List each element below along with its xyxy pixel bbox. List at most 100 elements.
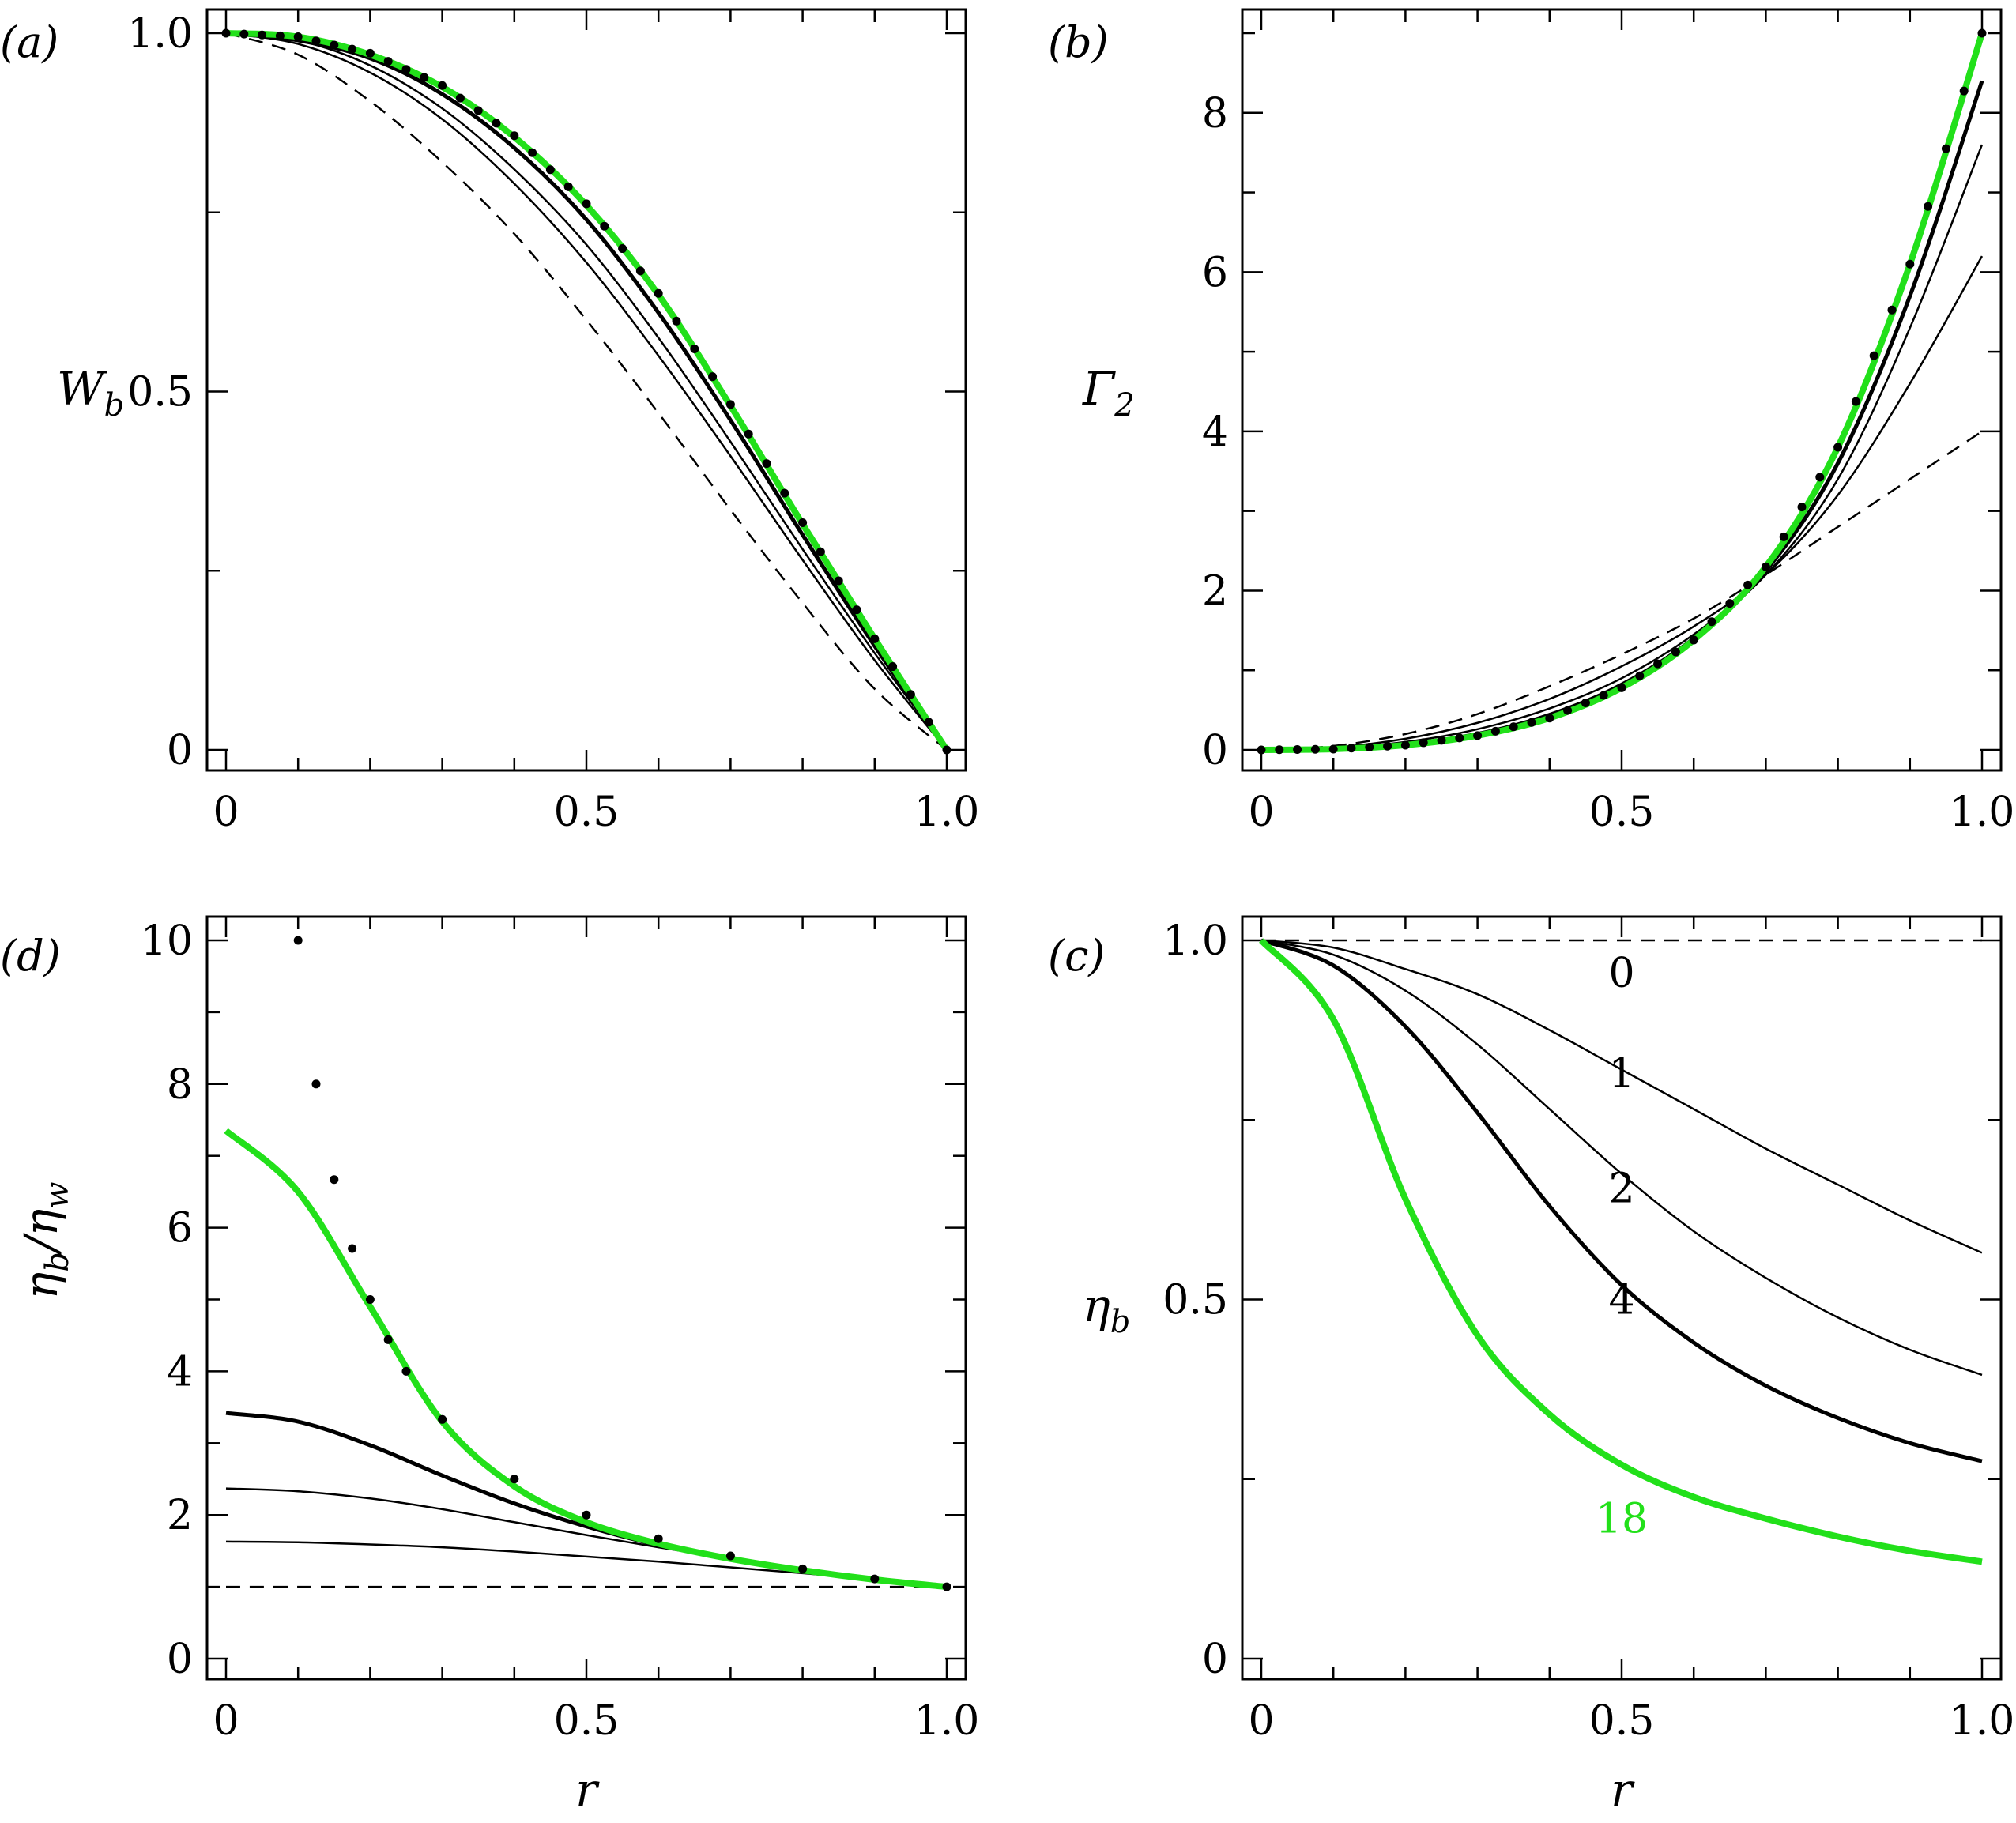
x-tick-label: 0.5	[1589, 789, 1655, 836]
data-point	[348, 44, 357, 54]
data-point	[1328, 744, 1338, 754]
data-point	[888, 662, 898, 672]
data-point	[455, 93, 465, 103]
data-point	[1725, 599, 1735, 608]
data-point	[1400, 740, 1410, 750]
data-point	[635, 266, 645, 276]
x-tick-label: 0	[213, 1697, 239, 1745]
data-point	[1707, 617, 1716, 627]
data-point	[545, 165, 555, 175]
data-point	[1653, 659, 1663, 669]
axes-frame	[205, 915, 967, 1681]
data-point	[582, 199, 591, 209]
data-point	[1743, 580, 1753, 589]
data-point	[1383, 741, 1392, 751]
data-point	[834, 576, 843, 586]
y-axis-label: ηb/ηw	[14, 1182, 76, 1300]
data-point	[365, 48, 375, 58]
data-point	[275, 31, 285, 40]
y-tick-label: 2	[1202, 567, 1228, 615]
data-point	[780, 488, 789, 498]
data-point	[311, 1079, 321, 1089]
data-point	[1581, 699, 1590, 708]
data-point	[1635, 671, 1645, 680]
data-point	[1959, 86, 1969, 96]
data-point	[563, 182, 573, 191]
y-tick-label: 1.0	[1162, 917, 1228, 965]
data-point	[330, 40, 339, 50]
data-point	[258, 30, 267, 40]
x-tick-label: 0	[213, 789, 239, 836]
series-line-dashed	[1260, 430, 1983, 751]
data-point	[1509, 722, 1518, 732]
y-tick-label: 0	[1202, 727, 1228, 774]
data-point	[744, 429, 753, 439]
y-tick-label: 8	[1202, 90, 1228, 137]
data-point	[221, 28, 231, 38]
data-point	[870, 1574, 880, 1584]
series-line-green	[224, 1128, 948, 1591]
series-line-thin	[1260, 255, 1984, 751]
data-point	[924, 718, 933, 727]
x-tick-label: 1.0	[1950, 789, 2015, 836]
series-line-thin	[1260, 144, 1984, 751]
panel-a: (a) 0 0.5 1.0 0 0.5 1.0 Wb	[0, 8, 979, 836]
data-point	[1689, 635, 1698, 645]
y-tick-label: 6	[1202, 249, 1228, 296]
data-point	[798, 518, 808, 527]
data-point	[708, 372, 718, 382]
data-point	[330, 1175, 339, 1185]
y-tick-label: 0.5	[1162, 1277, 1228, 1324]
data-point	[1797, 503, 1807, 512]
data-point	[1545, 714, 1554, 723]
series-line-green	[225, 30, 950, 752]
y-tick-label: 10	[141, 917, 193, 965]
data-point	[852, 605, 861, 615]
series-line-thick	[225, 31, 949, 751]
data-point	[1905, 259, 1915, 269]
series-line-thick	[1260, 938, 1983, 1463]
panel-b: (b) 0 2 4 6 8 0 0.5 1.0 Γ2	[1048, 8, 2015, 836]
x-tick-label: 0.5	[554, 1697, 620, 1745]
data-point	[383, 57, 393, 66]
axes-frame	[1241, 8, 2003, 772]
curve-annotation: 2	[1608, 1166, 1634, 1213]
data-point	[1347, 744, 1356, 753]
data-point	[1977, 28, 1987, 38]
data-point	[672, 316, 681, 326]
data-point	[1455, 733, 1464, 743]
x-tick-label: 1.0	[914, 1697, 980, 1745]
x-tick-label: 0.5	[1589, 1697, 1655, 1745]
data-point	[600, 221, 609, 231]
panel-label: (b)	[1048, 17, 1109, 67]
x-tick-label: 0	[1248, 789, 1274, 836]
axes-frame	[205, 8, 967, 772]
data-point	[942, 1582, 951, 1591]
panel-label: (c)	[1048, 931, 1105, 981]
data-point	[798, 1564, 808, 1573]
data-point	[510, 131, 519, 141]
data-point	[1257, 745, 1266, 755]
data-point	[438, 1414, 447, 1424]
panel-label: (a)	[0, 17, 58, 67]
panel-d: (d) 0 2 4 6 8 10 0 0.5 1.0 ηb/ηw r	[0, 915, 980, 1817]
panel-c: (c) 0 0.5 1.0 0 0.5 1.0 ηb r 0 1 2 4 18	[1048, 915, 2015, 1817]
data-point	[1275, 745, 1284, 755]
data-point	[1887, 305, 1897, 315]
data-point	[582, 1510, 591, 1520]
x-tick-label: 1.0	[1950, 1697, 2015, 1745]
y-tick-label: 4	[167, 1348, 193, 1395]
data-point	[1473, 731, 1483, 740]
x-tick-label: 0	[1248, 1697, 1274, 1745]
data-point	[870, 634, 880, 643]
data-point	[1924, 202, 1933, 211]
y-tick-label: 6	[167, 1205, 193, 1252]
y-tick-label: 0.5	[127, 369, 193, 416]
data-point	[690, 345, 699, 354]
series-line-thin	[225, 1540, 948, 1588]
data-point	[1779, 532, 1788, 541]
curve-annotation: 1	[1608, 1050, 1634, 1098]
data-point	[725, 400, 735, 409]
series-line-dashed	[225, 32, 948, 751]
